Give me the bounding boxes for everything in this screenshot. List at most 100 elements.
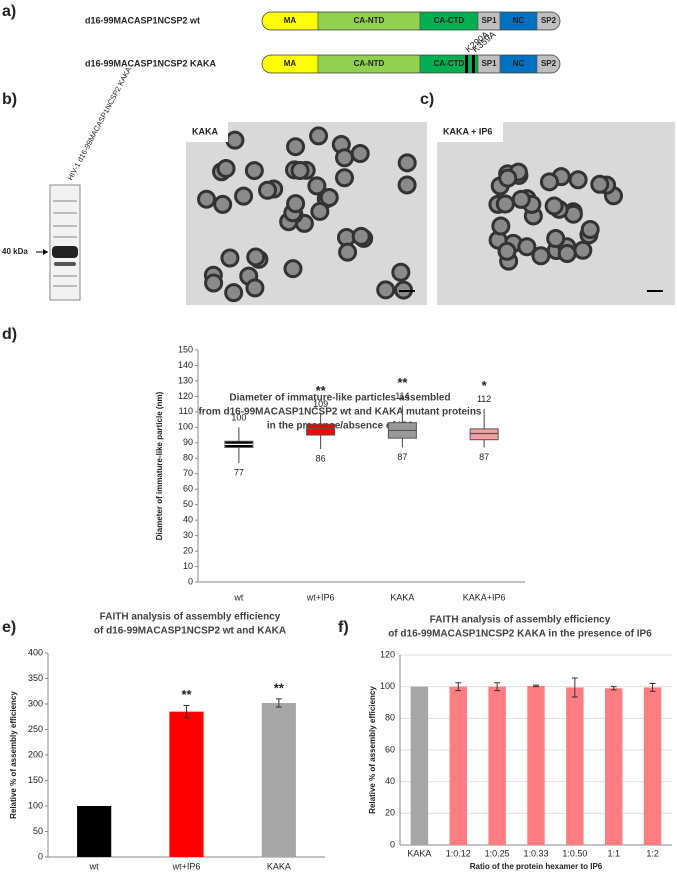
y-tick-label: 250	[28, 724, 43, 734]
particle	[244, 161, 264, 181]
y-tick-label: 300	[28, 698, 43, 708]
particle	[319, 187, 339, 207]
chart-title: of d16-99MACASP1NCSP2 KAKA in the presen…	[388, 629, 652, 640]
bar	[527, 685, 545, 845]
particle	[491, 216, 511, 236]
particle	[495, 194, 515, 214]
domain-label: CA-CTD	[434, 59, 465, 68]
domain-label: MA	[284, 16, 297, 25]
y-tick-label: 20	[385, 808, 395, 818]
micrograph-label: KAKA	[192, 126, 218, 136]
y-tick-label: 0	[390, 839, 395, 849]
y-tick-label: 0	[188, 576, 193, 586]
y-tick-label: 110	[179, 406, 193, 416]
y-tick-label: 100	[380, 681, 395, 691]
error-bar	[455, 682, 462, 692]
domain-label: NC	[513, 59, 525, 68]
bar	[169, 711, 204, 857]
y-tick-label: 80	[183, 453, 193, 463]
x-tick-label: 1:0.25	[485, 848, 510, 858]
particle	[351, 226, 371, 246]
domain-label: CA-NTD	[354, 16, 385, 25]
construct-outline	[261, 54, 561, 74]
significance: **	[316, 383, 327, 398]
particle	[290, 160, 310, 180]
x-tick-label: 1:0.33	[523, 848, 548, 858]
particle	[546, 228, 566, 248]
particle	[544, 196, 564, 216]
bar	[566, 687, 584, 845]
panel-label: d)	[2, 326, 17, 343]
particle	[568, 170, 588, 190]
y-axis-label: Relative % of assembly efficiency	[9, 691, 18, 819]
particle	[286, 194, 306, 214]
y-tick-label: 70	[183, 468, 193, 478]
panel-label: b)	[2, 91, 17, 108]
chart-title: in the presence/absence of IP6	[267, 421, 414, 432]
particle	[531, 246, 551, 266]
construct-outline	[261, 11, 561, 31]
bar	[604, 688, 623, 845]
error-bar	[275, 698, 282, 708]
y-tick-label: 140	[178, 360, 193, 370]
y-tick-label: 50	[183, 499, 193, 509]
micrograph-label: KAKA + IP6	[443, 126, 492, 136]
domain-label: CA-NTD	[354, 59, 385, 68]
domain-label: CA-CTD	[434, 16, 465, 25]
domain-label: SP1	[481, 16, 497, 25]
particle	[245, 278, 265, 298]
y-tick-label: 90	[183, 437, 193, 447]
error-bar	[649, 683, 656, 692]
x-tick-label: KAKA	[390, 592, 414, 602]
y-tick-label: 350	[28, 673, 43, 683]
chart-title: of d16-99MACASP1NCSP2 wt and KAKA	[94, 626, 286, 637]
particle	[225, 130, 245, 150]
particle	[557, 244, 577, 264]
x-tick-label: KAKA+IP6	[463, 592, 506, 602]
domain-label: NC	[513, 16, 525, 25]
box	[469, 428, 499, 441]
y-tick-label: 60	[385, 744, 395, 754]
x-tick-label: 1:0.12	[446, 848, 471, 858]
y-tick-label: 20	[183, 545, 193, 555]
gel-faint-band	[53, 200, 77, 202]
micrograph	[186, 122, 427, 305]
y-tick-label: 120	[178, 391, 193, 401]
max-label: 100	[231, 413, 246, 423]
x-tick-label: KAKA	[267, 861, 291, 871]
gel-marker: 40 kDa	[2, 247, 28, 256]
particle	[517, 237, 537, 257]
error-bar	[183, 705, 190, 719]
construct-name: d16-99MACASP1NCSP2 wt	[85, 15, 200, 25]
particle	[397, 153, 417, 173]
bar	[261, 702, 296, 857]
y-tick-label: 0	[38, 851, 43, 861]
particle	[234, 186, 254, 206]
chart-title: Diameter of immature-like particles asse…	[229, 393, 450, 404]
particle	[216, 158, 236, 178]
bar	[643, 687, 662, 845]
particle	[511, 189, 531, 209]
bar	[77, 806, 112, 857]
x-tick-label: wt	[89, 861, 99, 871]
y-tick-label: 60	[183, 484, 193, 494]
y-tick-label: 400	[28, 647, 43, 657]
error-bar	[533, 684, 539, 688]
particle	[573, 240, 593, 260]
error-bar	[494, 682, 501, 692]
gel	[49, 184, 81, 301]
max-label: 109	[313, 399, 328, 409]
y-tick-label: 130	[178, 375, 193, 385]
y-tick-label: 150	[28, 775, 43, 785]
gel-faint-band	[53, 212, 77, 214]
particle	[590, 174, 610, 194]
panel-label: a)	[2, 3, 16, 20]
label-box	[437, 122, 503, 142]
particle	[220, 248, 240, 268]
gel-band	[52, 246, 78, 258]
significance: *	[482, 378, 488, 393]
panel-label: e)	[2, 619, 16, 636]
gel-faint-band	[53, 285, 77, 287]
max-label: 112	[477, 394, 491, 404]
